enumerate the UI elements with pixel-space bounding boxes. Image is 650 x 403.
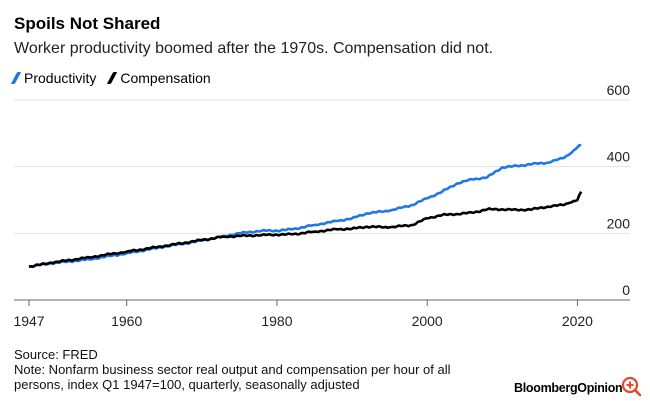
y-tick-label-600: 600: [607, 82, 631, 98]
chart-title: Spoils Not Shared: [14, 14, 161, 33]
brand-logo: BloombergOpinion: [514, 381, 623, 395]
chart-subtitle: Worker productivity boomed after the 197…: [14, 40, 494, 57]
x-tick-label-1947: 1947: [13, 313, 44, 329]
source-note: Source: FRED: [14, 347, 98, 362]
x-tick-label-2000: 2000: [412, 313, 443, 329]
y-tick-label-0: 0: [622, 282, 630, 298]
footnote: Note: Nonfarm business sector real outpu…: [14, 362, 451, 392]
legend-item-compensation: Compensation: [107, 70, 211, 86]
legend-label-productivity: Productivity: [24, 70, 97, 86]
y-tick-label-400: 400: [607, 149, 631, 165]
legend: Productivity Compensation: [10, 70, 211, 86]
magnifier-icon: [621, 376, 642, 397]
x-tick-label-2020: 2020: [562, 313, 593, 329]
y-tick-label-200: 200: [607, 215, 631, 231]
x-tick-label-1960: 1960: [111, 313, 142, 329]
x-tick-label-1980: 1980: [261, 313, 292, 329]
legend-label-compensation: Compensation: [120, 70, 211, 86]
series-line-compensation: [28, 191, 583, 268]
legend-item-productivity: Productivity: [10, 70, 97, 86]
series-line-productivity: [28, 143, 582, 269]
